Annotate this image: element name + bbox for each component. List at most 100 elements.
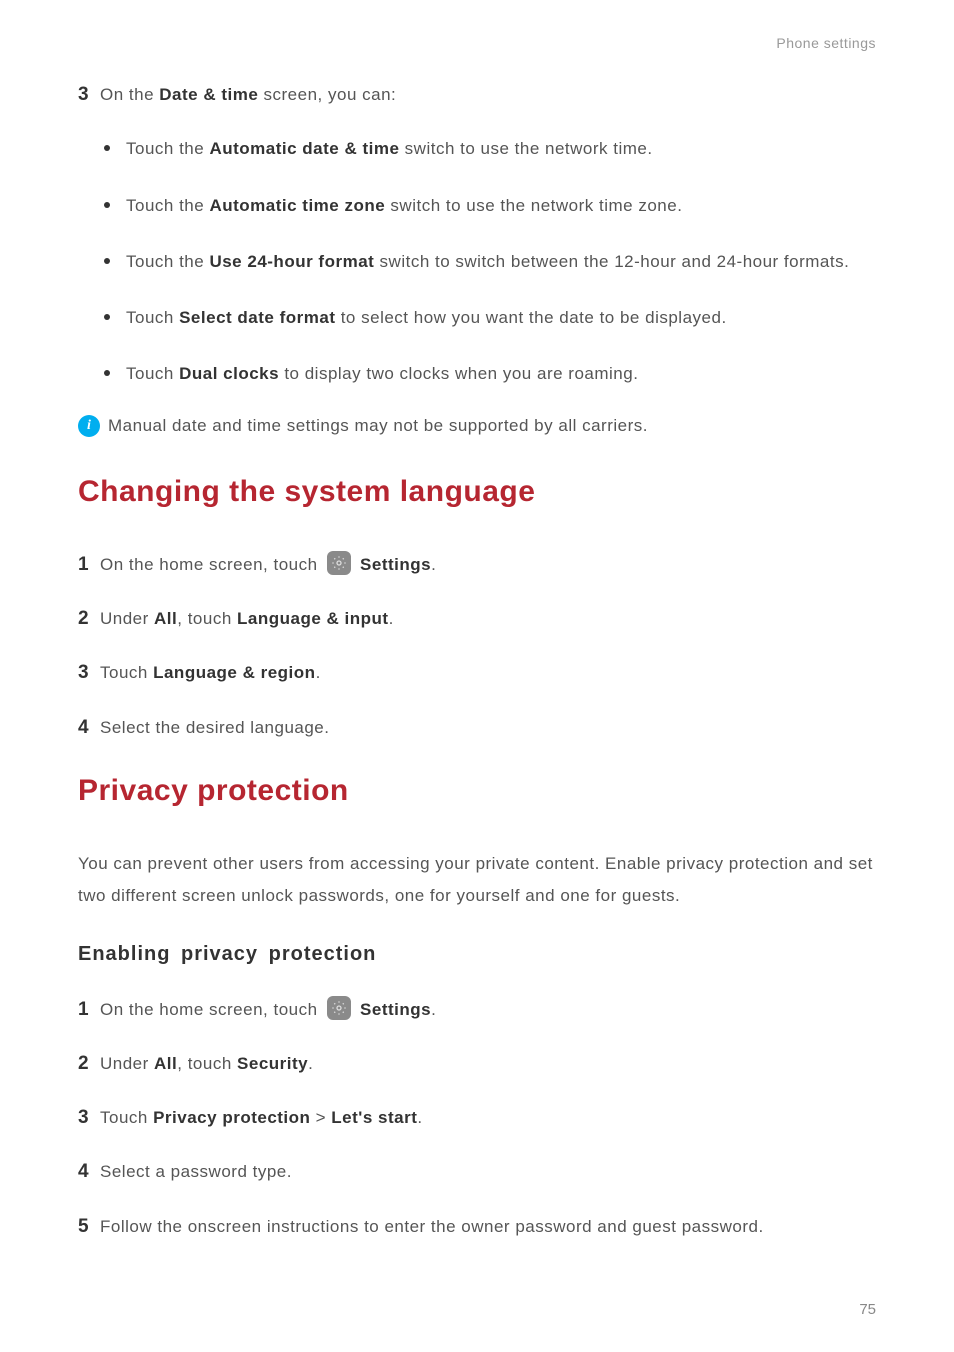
text-span: Touch (126, 308, 179, 327)
text-span: . (431, 1000, 436, 1019)
text-span: . (417, 1108, 422, 1127)
text-span: Under (100, 1054, 154, 1073)
text-span: Select a password type. (100, 1162, 292, 1181)
bullet-text: Touch the Automatic date & time switch t… (126, 133, 653, 165)
text-span: . (316, 663, 321, 682)
bullet-dot (104, 258, 110, 264)
step-text: Select the desired language. (100, 714, 330, 743)
bold-span: All (154, 609, 177, 628)
step-row: 1On the home screen, touch Settings. (78, 549, 876, 581)
text-span: Touch the (126, 139, 209, 158)
text-span: Touch the (126, 252, 209, 271)
text-span: , touch (177, 1054, 237, 1073)
bullet-item: Touch the Use 24-hour format switch to s… (104, 246, 876, 278)
step-text: On the home screen, touch Settings. (100, 551, 436, 580)
step-row: 4Select the desired language. (78, 712, 876, 744)
step-text: Touch Privacy protection > Let's start. (100, 1104, 423, 1133)
step-row: 4Select a password type. (78, 1156, 876, 1188)
step-row: 3Touch Language & region. (78, 657, 876, 689)
text-span: Touch (100, 663, 153, 682)
step-text: Touch Language & region. (100, 659, 321, 688)
bullet-list-a: Touch the Automatic date & time switch t… (104, 133, 876, 390)
step-number: 4 (78, 1156, 100, 1188)
heading-changing-language: Changing the system language (78, 475, 876, 509)
breadcrumb: Phone settings (78, 35, 876, 51)
text-span: . (308, 1054, 313, 1073)
bullet-text: Touch the Automatic time zone switch to … (126, 190, 682, 222)
text-span: switch to switch between the 12-hour and… (374, 252, 849, 271)
steps-group-b: 1On the home screen, touch Settings.2Und… (78, 549, 876, 744)
text-span: Follow the onscreen instructions to ente… (100, 1217, 764, 1236)
bold-span: Date & time (159, 85, 258, 104)
text-span: Touch (126, 364, 179, 383)
step-text: On the Date & time screen, you can: (100, 81, 396, 110)
text-span: On the home screen, touch (100, 1000, 323, 1019)
bullet-text: Touch Dual clocks to display two clocks … (126, 358, 638, 390)
heading-privacy-protection: Privacy protection (78, 774, 876, 808)
text-span: switch to use the network time. (399, 139, 652, 158)
bold-span: Dual clocks (179, 364, 279, 383)
bullet-dot (104, 145, 110, 151)
step-number: 3 (78, 657, 100, 689)
text-span: On the (100, 85, 159, 104)
step-number: 1 (78, 549, 100, 581)
text-span: Touch (100, 1108, 153, 1127)
bullet-dot (104, 314, 110, 320)
bold-span: Settings (360, 555, 431, 574)
steps-group-c: 1On the home screen, touch Settings.2Und… (78, 994, 876, 1243)
bold-span: Language & input (237, 609, 389, 628)
bullet-text: Touch Select date format to select how y… (126, 302, 727, 334)
bold-span: Use 24-hour format (209, 252, 374, 271)
bold-span: Security (237, 1054, 308, 1073)
step-text: Follow the onscreen instructions to ente… (100, 1213, 764, 1242)
text-span: . (389, 609, 394, 628)
text-span: to display two clocks when you are roami… (279, 364, 638, 383)
step-row: 1On the home screen, touch Settings. (78, 994, 876, 1026)
step-number: 1 (78, 994, 100, 1026)
bullet-dot (104, 202, 110, 208)
text-span: Select the desired language. (100, 718, 330, 737)
bold-span: Settings (360, 1000, 431, 1019)
text-span: screen, you can: (258, 85, 396, 104)
bold-span: Privacy protection (153, 1108, 310, 1127)
text-span: switch to use the network time zone. (385, 196, 682, 215)
bold-span: Automatic time zone (209, 196, 385, 215)
text-span: Under (100, 609, 154, 628)
step-number: 3 (78, 1102, 100, 1134)
step-text: Under All, touch Language & input. (100, 605, 394, 634)
step-number: 3 (78, 79, 100, 111)
text-span: Touch the (126, 196, 209, 215)
step-number: 5 (78, 1211, 100, 1243)
step-row-3a: 3 On the Date & time screen, you can: (78, 79, 876, 111)
step-row: 3Touch Privacy protection > Let's start. (78, 1102, 876, 1134)
settings-icon (327, 996, 351, 1020)
page-number: 75 (859, 1301, 876, 1318)
bold-span: Language & region (153, 663, 315, 682)
step-row: 5Follow the onscreen instructions to ent… (78, 1211, 876, 1243)
step-row: 2Under All, touch Security. (78, 1048, 876, 1080)
bold-span: All (154, 1054, 177, 1073)
bold-span: Select date format (179, 308, 335, 327)
settings-icon (327, 551, 351, 575)
text-span: > (310, 1108, 331, 1127)
bullet-dot (104, 370, 110, 376)
bullet-item: Touch the Automatic date & time switch t… (104, 133, 876, 165)
step-text: Under All, touch Security. (100, 1050, 313, 1079)
step-number: 2 (78, 603, 100, 635)
bullet-item: Touch Select date format to select how y… (104, 302, 876, 334)
text-span: to select how you want the date to be di… (335, 308, 726, 327)
text-span: On the home screen, touch (100, 555, 323, 574)
step-number: 4 (78, 712, 100, 744)
subheading-enabling-privacy: Enabling privacy protection (78, 943, 876, 966)
bold-span: Let's start (331, 1108, 417, 1127)
text-span: , touch (177, 609, 237, 628)
bullet-item: Touch the Automatic time zone switch to … (104, 190, 876, 222)
step-text: Select a password type. (100, 1158, 292, 1187)
info-icon: i (78, 415, 100, 437)
note-row: i Manual date and time settings may not … (78, 415, 876, 437)
note-text: Manual date and time settings may not be… (108, 416, 648, 436)
bullet-item: Touch Dual clocks to display two clocks … (104, 358, 876, 390)
step-number: 2 (78, 1048, 100, 1080)
step-text: On the home screen, touch Settings. (100, 996, 436, 1025)
text-span: . (431, 555, 436, 574)
